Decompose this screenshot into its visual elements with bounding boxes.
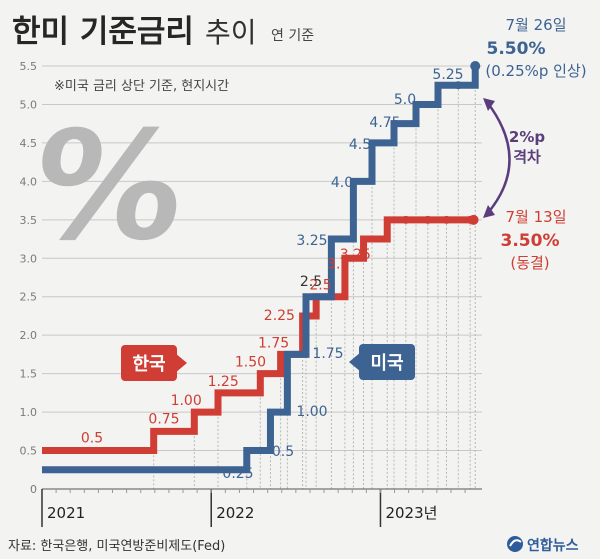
y-tick-label: 2.5 [20, 291, 38, 304]
kr-badge: 한국 [121, 345, 187, 381]
kr-data-label: 1.75 [258, 335, 289, 351]
kr-data-label: 0.75 [148, 411, 179, 427]
us-end-value: 5.50% [487, 39, 546, 59]
y-tick-label: 5.5 [20, 60, 38, 73]
x-tick-label: 2023년 [385, 504, 437, 522]
y-tick-label: 0.5 [20, 445, 38, 458]
kr-end-marker [468, 214, 479, 225]
us-data-label: 0.25 [222, 466, 253, 482]
kr-data-label: 0.5 [81, 431, 103, 447]
us-end-note: (0.25%p 인상) [485, 62, 586, 80]
title-bold: 한미 기준금리 [12, 14, 194, 50]
y-tick-label: 3.5 [20, 214, 38, 227]
us-rate-line [42, 66, 479, 474]
us-badge: 미국 [349, 344, 415, 380]
logo-mark-icon [507, 536, 523, 552]
shared-data-label: 2.5 [300, 274, 322, 290]
y-tick-label: 4.5 [20, 137, 38, 150]
y-tick-label: 0 [30, 483, 37, 496]
gap-bracket-arrow-top [483, 98, 495, 111]
logo: 연합뉴스 [507, 536, 579, 554]
y-tick-label: 2.0 [20, 329, 38, 342]
gap-label: 격차 [513, 148, 541, 166]
us-data-label: 1.75 [312, 346, 343, 362]
us-data-label: 0.5 [272, 444, 294, 460]
kr-data-label: 2.25 [264, 308, 295, 324]
us-data-label: 1.00 [296, 404, 327, 420]
chart-note: ※미국 금리 상단 기준, 현지시간 [54, 79, 229, 94]
gap-value: 2%p [509, 128, 545, 146]
y-tick-label: 1.5 [20, 368, 38, 381]
gap-bracket [486, 101, 511, 215]
subtitle: 연 기준 [271, 28, 314, 44]
us-data-label: 5.25 [432, 67, 463, 83]
kr-end-date: 7월 13일 [506, 208, 567, 226]
source-text: 자료: 한국은행, 미국연방준비제도(Fed) [8, 538, 225, 554]
kr-hold-marker [423, 215, 432, 224]
kr-data-label: 1.50 [235, 355, 266, 371]
kr-hold-marker [401, 215, 410, 224]
kr-data-label: 1.00 [171, 393, 202, 409]
kr-hold-marker [442, 215, 451, 224]
y-tick-label: 3.0 [20, 252, 38, 265]
gap-bracket-arrow-bottom [483, 205, 495, 218]
us-badge-label: 미국 [370, 353, 403, 374]
kr-end-note: (동결) [510, 254, 549, 272]
kr-data-label: 3.25 [340, 247, 371, 263]
us-end-date: 7월 26일 [506, 16, 567, 34]
us-hold-marker [454, 81, 463, 90]
kr-data-label: 2.5 [309, 278, 331, 294]
us-data-label: 4.5 [349, 137, 371, 153]
kr-data-label: 1.25 [208, 374, 239, 390]
us-data-label: 3.25 [296, 233, 327, 249]
title-light: 추이 [205, 16, 257, 49]
us-data-label: 5.0 [394, 92, 416, 108]
us-data-label: 4.75 [369, 115, 400, 131]
y-tick-label: 1.0 [20, 406, 38, 419]
us-end-marker [470, 61, 481, 71]
kr-end-value: 3.50% [501, 231, 560, 251]
percent-watermark-icon: % [21, 99, 196, 274]
us-data-label: 4.0 [331, 175, 353, 191]
kr-badge-label: 한국 [132, 354, 165, 375]
x-tick-label: 2021 [47, 504, 85, 522]
y-tick-label: 4.0 [20, 175, 38, 188]
kr-data-label: 3.0 [327, 256, 349, 272]
y-tick-label: 5.0 [20, 98, 38, 111]
x-tick-label: 2022 [216, 504, 254, 522]
logo-text: 연합뉴스 [527, 537, 579, 554]
